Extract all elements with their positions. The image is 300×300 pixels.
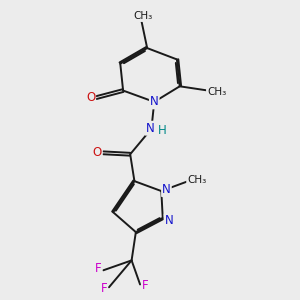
Text: N: N <box>165 214 173 227</box>
Text: N: N <box>162 183 171 196</box>
Text: N: N <box>150 95 159 108</box>
Text: CH₃: CH₃ <box>133 11 152 21</box>
Text: H: H <box>158 124 167 137</box>
Text: N: N <box>146 122 154 135</box>
Text: CH₃: CH₃ <box>207 87 226 97</box>
Text: CH₃: CH₃ <box>187 175 206 185</box>
Text: O: O <box>92 146 102 159</box>
Text: O: O <box>86 91 95 104</box>
Text: F: F <box>142 278 148 292</box>
Text: F: F <box>100 282 107 295</box>
Text: F: F <box>95 262 101 275</box>
